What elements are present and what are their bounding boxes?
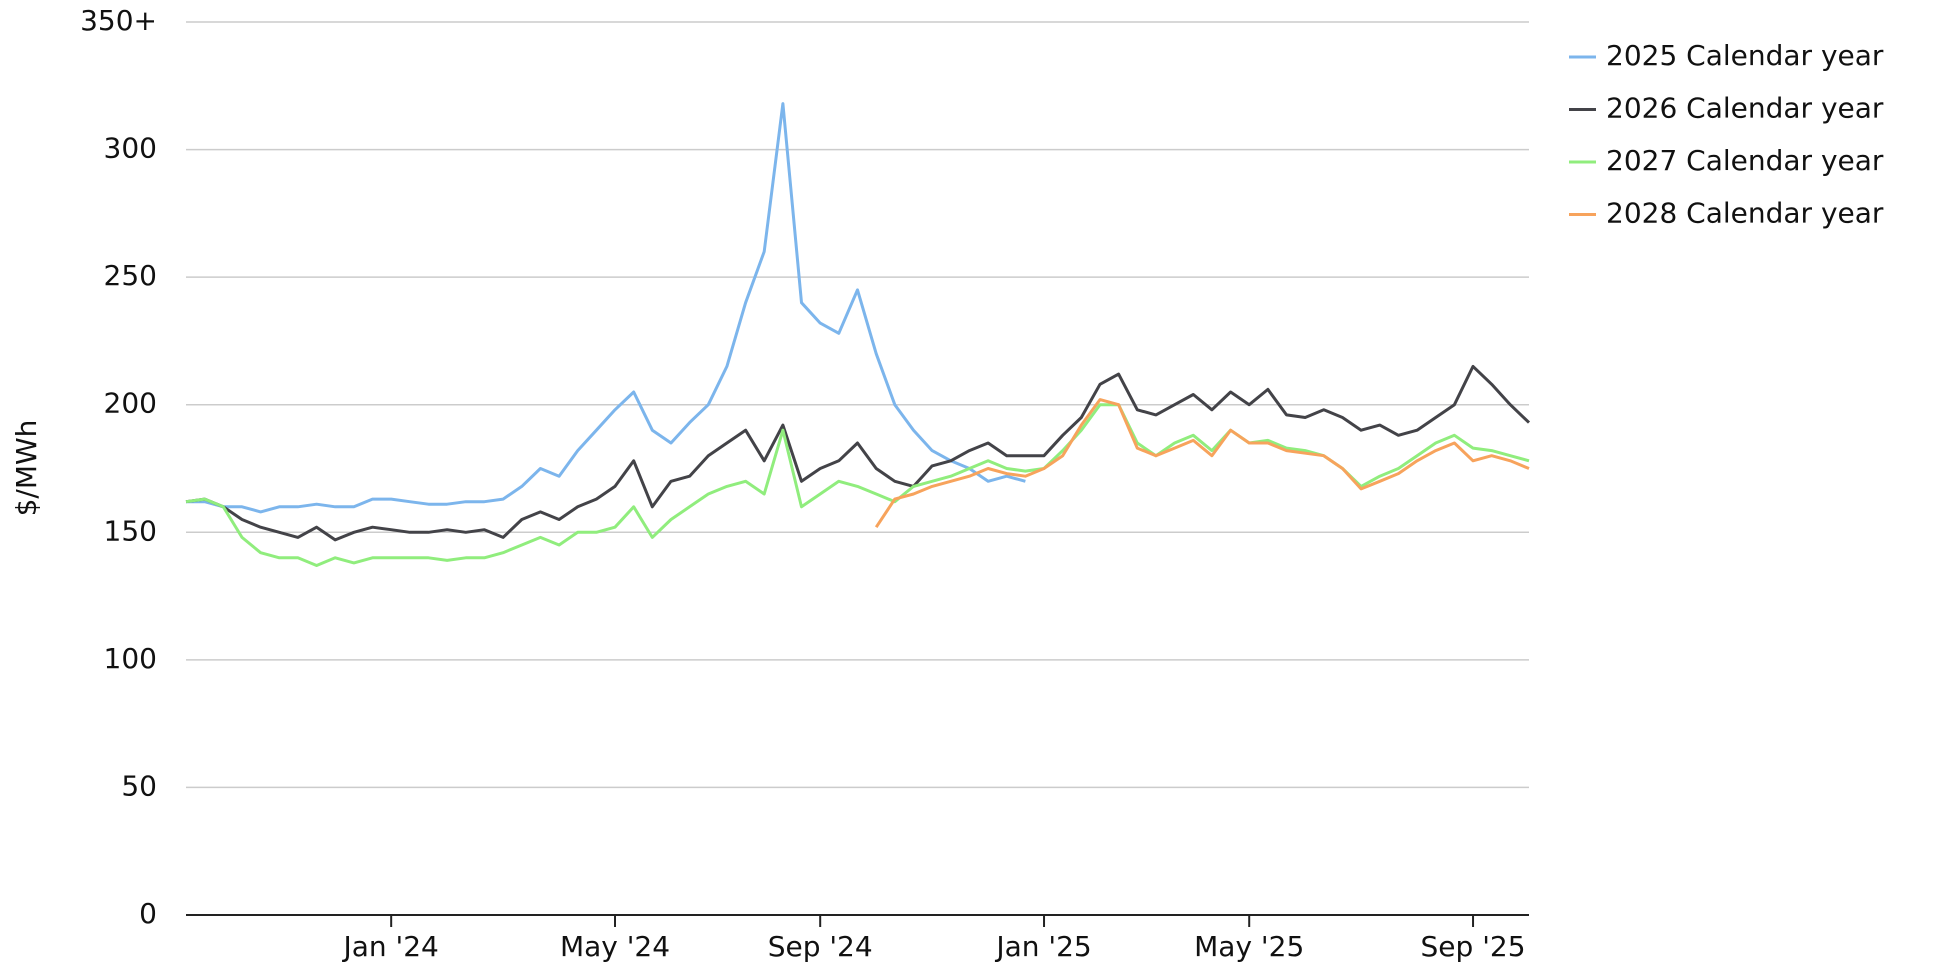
y-tick-label: 250 (104, 259, 157, 292)
legend-label: 2025 Calendar year (1606, 39, 1884, 72)
y-tick-label: 150 (104, 514, 157, 547)
x-tick-label: May '24 (560, 930, 670, 963)
legend-item[interactable]: 2026 Calendar year (1569, 92, 1884, 125)
y-tick-label: 300 (104, 132, 157, 165)
y-tick-label: 0 (139, 897, 157, 930)
legend-label: 2026 Calendar year (1606, 92, 1884, 125)
x-tick-label: Jan '24 (341, 930, 438, 963)
y-tick-label: 200 (104, 387, 157, 420)
y-tick-label: 350+ (80, 4, 157, 37)
x-tick-label: Sep '24 (768, 930, 873, 963)
y-tick-label: 100 (104, 642, 157, 675)
legend-label: 2028 Calendar year (1606, 197, 1884, 230)
series-line (185, 403, 1530, 567)
y-tick-label: 50 (121, 769, 157, 802)
x-tick-label: Sep '25 (1421, 930, 1526, 963)
legend-item[interactable]: 2027 Calendar year (1569, 144, 1884, 177)
x-tick-label: May '25 (1194, 930, 1304, 963)
legend-item[interactable]: 2028 Calendar year (1569, 197, 1884, 230)
legend-item[interactable]: 2025 Calendar year (1569, 39, 1884, 72)
series-line (186, 102, 1026, 514)
series-line (874, 398, 1530, 529)
x-tick-label: Jan '25 (994, 930, 1091, 963)
legend-label: 2027 Calendar year (1606, 144, 1884, 177)
series-line (185, 364, 1531, 542)
y-axis-title: $/MWh (10, 420, 43, 517)
